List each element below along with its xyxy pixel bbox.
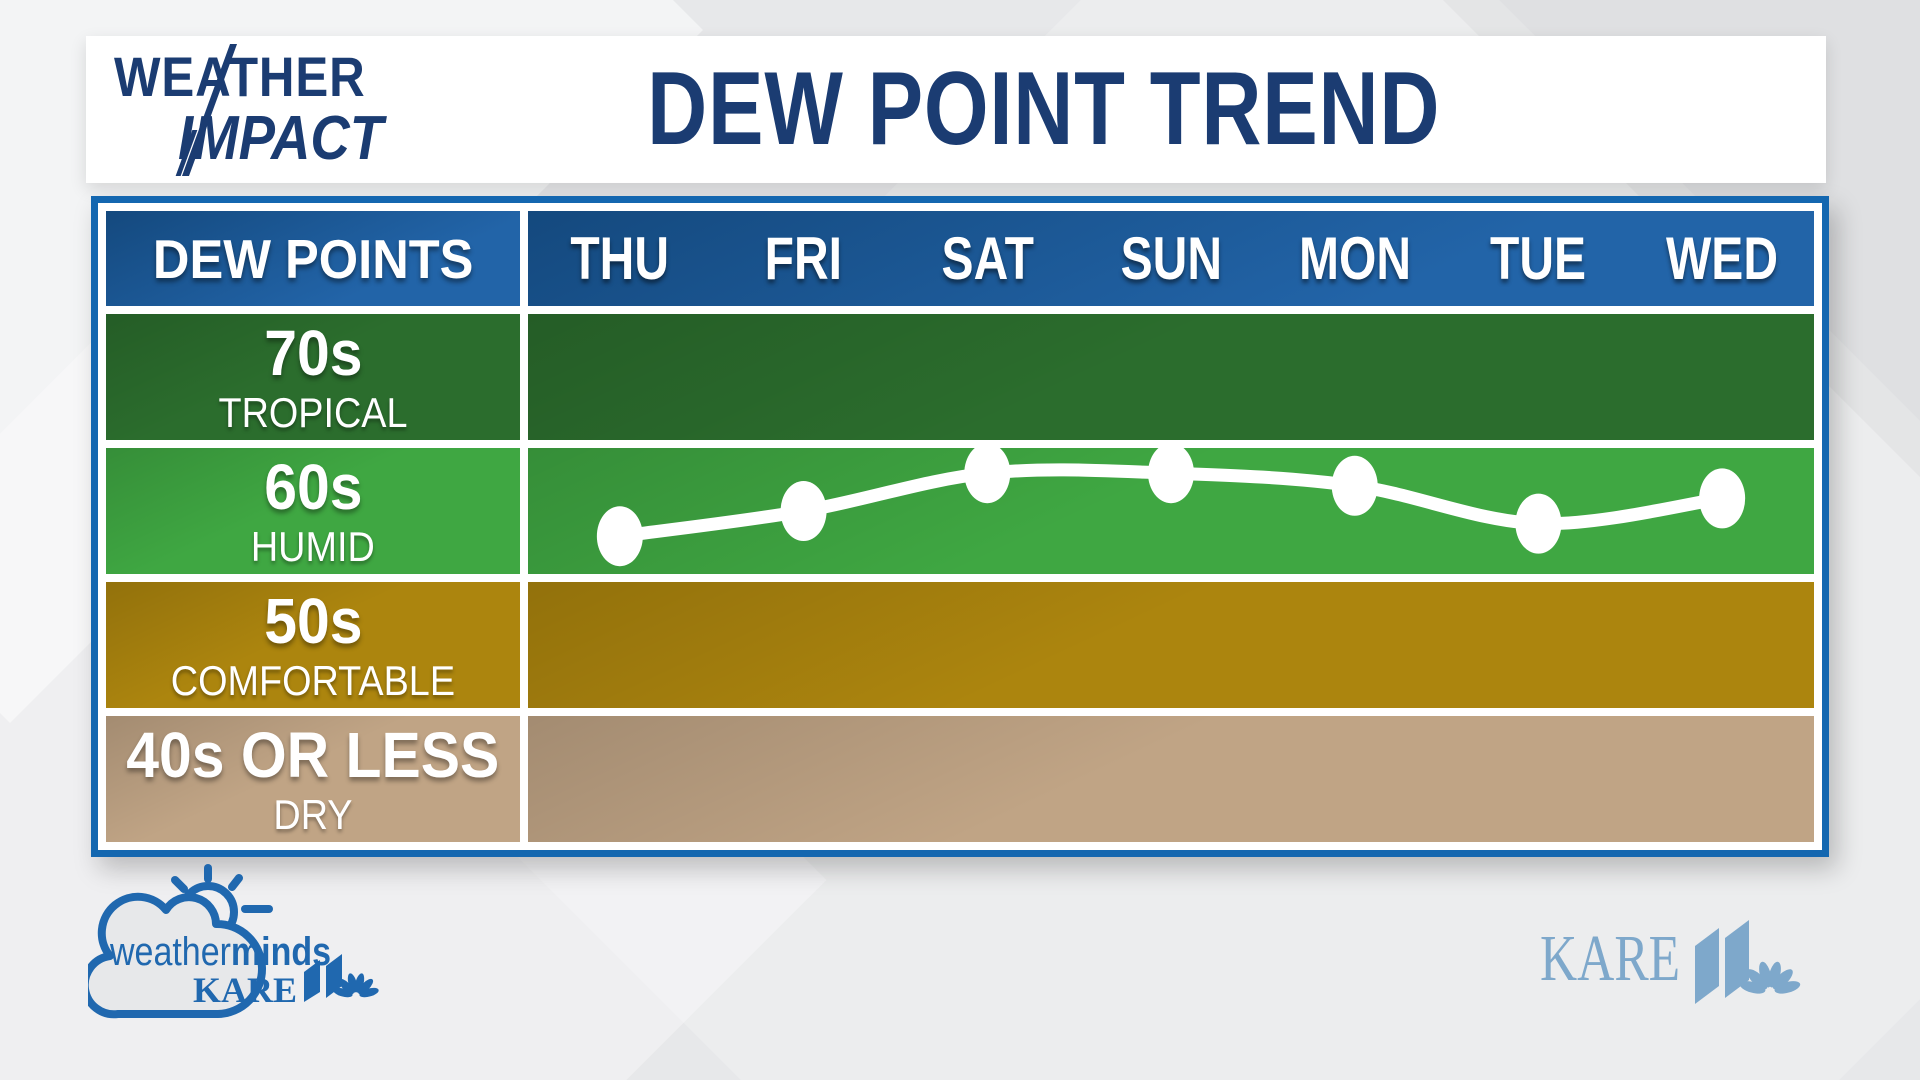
- day-header-tue: TUE: [1490, 225, 1587, 292]
- kare-11-station-logo: KARE: [1540, 920, 1802, 1004]
- weather-impact-logo-line2: IMPACT: [178, 104, 384, 173]
- day-header-row: THU FRI SAT SUN MON TUE WED: [528, 211, 1814, 306]
- weatherminds-logo: weatherminds KARE: [88, 864, 380, 1019]
- band-label-60s: 60s HUMID: [106, 448, 520, 574]
- band-label-50s: 50s COMFORTABLE: [106, 582, 520, 708]
- band-50s-track: [528, 582, 1814, 708]
- header-banner: DEW POINT TREND WEATHER IMPACT: [86, 36, 1826, 183]
- page-title: DEW POINT TREND: [647, 51, 1441, 167]
- weather-impact-logo: WEATHER IMPACT: [114, 44, 534, 176]
- band-60s-track: [528, 443, 1814, 574]
- corner-header-cell: DEW POINTS: [106, 211, 520, 306]
- day-header-sun: SUN: [1120, 225, 1222, 292]
- band-label-40s: 40s OR LESS DRY: [106, 716, 520, 842]
- weatherminds-kare-text: KARE: [193, 970, 297, 1010]
- band-40s-track: [528, 716, 1814, 842]
- dew-point-table: DEW POINTS THU FRI SAT SUN MON TUE WED 7…: [91, 196, 1829, 857]
- band-70s-track: [528, 314, 1814, 440]
- kare-wordmark: KARE: [1540, 921, 1680, 995]
- day-header-sat: SAT: [941, 225, 1034, 292]
- weatherminds-wordmark: weatherminds: [109, 928, 331, 973]
- kare-11-icon: [304, 954, 342, 1002]
- band-label-70s: 70s TROPICAL: [106, 314, 520, 440]
- kare-11-icon: [1695, 920, 1749, 1004]
- day-header-mon: MON: [1298, 225, 1411, 292]
- cloud-icon: [88, 892, 266, 1019]
- dew-point-trend-line: [596, 443, 1746, 567]
- day-header-wed: WED: [1666, 225, 1779, 292]
- day-header-thu: THU: [570, 225, 670, 292]
- weather-impact-logo-line1: WEATHER: [114, 45, 366, 108]
- day-header-fri: FRI: [764, 225, 843, 292]
